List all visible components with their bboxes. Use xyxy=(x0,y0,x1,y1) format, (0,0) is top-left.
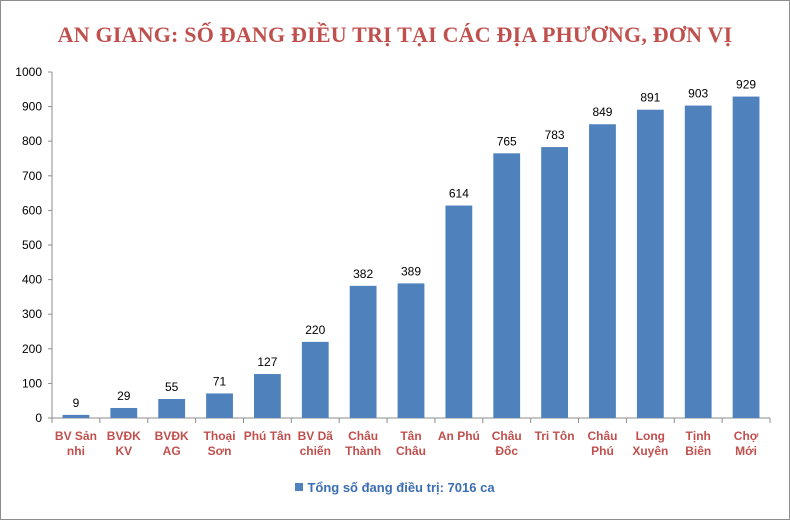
x-tick-label-line: Châu xyxy=(396,444,426,458)
bar[interactable] xyxy=(397,283,425,418)
bar[interactable] xyxy=(349,285,377,418)
data-label: 903 xyxy=(688,87,708,101)
x-tick-label: BV Dã chiến xyxy=(298,429,334,458)
x-tick-label: Tân Châu xyxy=(396,429,426,458)
bar[interactable] xyxy=(541,147,569,418)
legend: Tổng số đang điều trị: 7016 ca xyxy=(0,480,790,495)
x-tick-label-line: Mới xyxy=(735,444,757,458)
bar[interactable] xyxy=(158,398,186,418)
bar[interactable] xyxy=(110,407,138,418)
bar[interactable] xyxy=(253,374,281,418)
data-label: 891 xyxy=(640,91,660,105)
data-label: 29 xyxy=(117,389,131,403)
x-tick-label: Tịnh Biên xyxy=(685,429,711,458)
x-tick-label-line: nhi xyxy=(67,444,85,458)
bar[interactable] xyxy=(445,205,473,418)
y-tick-label: 400 xyxy=(22,273,42,287)
data-label: 71 xyxy=(213,374,227,388)
y-tick-label: 1000 xyxy=(15,65,42,79)
data-label: 929 xyxy=(736,78,756,92)
data-label: 389 xyxy=(401,264,421,278)
legend-swatch xyxy=(295,483,304,491)
y-tick-label: 900 xyxy=(22,100,42,114)
data-label: 783 xyxy=(545,128,565,142)
bar[interactable] xyxy=(589,124,616,418)
data-label: 9 xyxy=(73,396,80,410)
x-tick-label-line: Sơn xyxy=(208,444,232,458)
x-tick-label: BVĐK AG xyxy=(155,429,189,458)
x-tick-label-line: Tịnh xyxy=(686,429,711,443)
x-tick-label: Thoại Sơn xyxy=(204,429,236,458)
y-tick-label: 200 xyxy=(22,342,42,356)
x-tick-label-line: Châu xyxy=(348,429,378,443)
x-tick-label-line: KV xyxy=(115,444,132,458)
x-tick-label-line: Thành xyxy=(345,444,381,458)
x-tick-label: Tri Tôn xyxy=(535,429,575,443)
bar[interactable] xyxy=(684,105,712,418)
chart-title: AN GIANG: SỐ ĐANG ĐIỀU TRỊ TẠI CÁC ĐỊA P… xyxy=(57,22,733,47)
x-tick-label: BV Sản nhi xyxy=(55,429,97,458)
x-tick-label: BVĐK KV xyxy=(107,429,141,458)
x-tick-label-line: BVĐK xyxy=(155,429,189,443)
bar[interactable] xyxy=(732,96,760,418)
data-label: 220 xyxy=(305,323,325,337)
x-tick-label-line: Đốc xyxy=(495,444,518,458)
y-tick-label: 800 xyxy=(22,134,42,148)
x-tick-label-line: BV Dã xyxy=(298,429,334,443)
bar[interactable] xyxy=(493,153,521,418)
y-tick-label: 300 xyxy=(22,307,42,321)
bar[interactable] xyxy=(301,341,329,418)
x-tick-label-line: AG xyxy=(163,444,181,458)
x-tick-label: Chợ Mới xyxy=(734,429,759,458)
y-tick-label: 100 xyxy=(22,376,42,390)
bar[interactable] xyxy=(62,414,90,418)
legend-label: Tổng số đang điều trị: 7016 ca xyxy=(307,480,495,495)
x-tick-label-line: Châu xyxy=(492,429,522,443)
x-tick-label: Phú Tân xyxy=(244,429,291,443)
y-tick-label: 0 xyxy=(35,411,42,425)
x-tick-label-line: chiến xyxy=(300,444,331,458)
x-tick-label: Long Xuyên xyxy=(632,429,668,458)
data-label: 614 xyxy=(449,187,469,201)
data-label: 849 xyxy=(592,105,612,119)
x-tick-label-line: Tri Tôn xyxy=(535,429,575,443)
x-tick-label-line: Phú Tân xyxy=(244,429,291,443)
x-tick-label-line: Chợ xyxy=(734,429,759,443)
x-tick-label-line: Thoại xyxy=(204,429,236,443)
x-tick-label-line: Xuyên xyxy=(632,444,668,458)
x-tick-label-line: Châu xyxy=(587,429,617,443)
bar[interactable] xyxy=(206,393,233,418)
x-tick-label-line: Biên xyxy=(685,444,711,458)
data-label: 55 xyxy=(165,380,179,394)
x-tick-label-line: Tân xyxy=(400,429,421,443)
y-tick-label: 700 xyxy=(22,169,42,183)
y-tick-label: 500 xyxy=(22,238,42,252)
x-tick-label: Châu Thành xyxy=(345,429,381,458)
x-tick-label-line: An Phú xyxy=(438,429,480,443)
data-label: 127 xyxy=(257,355,277,369)
data-label: 765 xyxy=(497,134,517,148)
bar[interactable] xyxy=(636,109,664,419)
x-tick-label-line: BV Sản xyxy=(55,429,97,443)
x-tick-label: Châu Đốc xyxy=(492,429,522,458)
x-tick-label: An Phú xyxy=(438,429,480,443)
x-tick-label: Châu Phú xyxy=(587,429,617,458)
y-tick-label: 600 xyxy=(22,203,42,217)
x-tick-label-line: Long xyxy=(636,429,665,443)
data-label: 382 xyxy=(353,267,373,281)
x-tick-label-line: BVĐK xyxy=(107,429,141,443)
x-tick-label-line: Phú xyxy=(591,444,614,458)
